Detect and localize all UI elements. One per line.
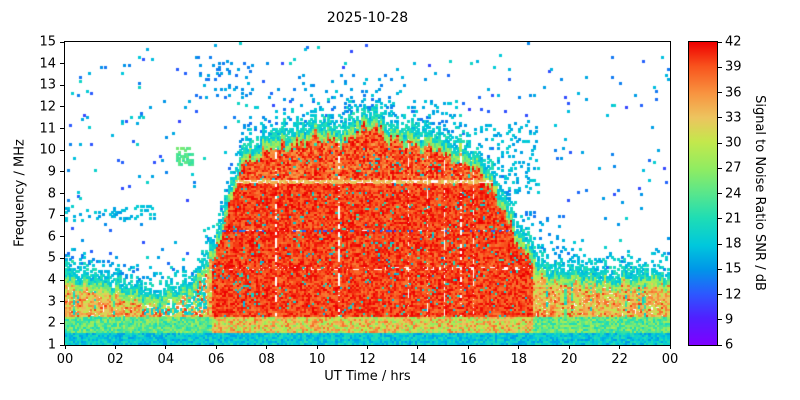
x-tick-mark <box>114 345 116 349</box>
x-tick-mark <box>417 345 419 349</box>
x-tick-label: 00 <box>56 352 74 367</box>
colorbar-tick-label: 12 <box>725 287 742 302</box>
y-tick-label: 10 <box>39 142 56 158</box>
y-tick-label: 6 <box>47 229 56 245</box>
x-tick-label: 08 <box>258 352 275 367</box>
colorbar-tick-label: 6 <box>725 337 734 353</box>
colorbar-tick-mark <box>718 344 722 346</box>
y-tick-mark <box>60 279 64 281</box>
y-tick-label: 5 <box>47 250 56 266</box>
y-tick-mark <box>60 106 64 108</box>
y-tick-label: 3 <box>47 294 56 310</box>
y-tick-mark <box>60 214 64 216</box>
colorbar-gradient <box>689 42 717 345</box>
y-tick-mark <box>60 193 64 194</box>
x-tick-label: 12 <box>359 352 376 367</box>
x-tick-label: 00 <box>661 352 679 367</box>
y-tick-label: 13 <box>39 77 56 93</box>
x-tick-mark <box>669 345 671 349</box>
y-tick-label: 9 <box>47 164 56 180</box>
y-tick-label: 8 <box>47 186 56 201</box>
colorbar-tick-label: 36 <box>725 85 742 100</box>
y-tick-mark <box>60 128 64 130</box>
y-tick-mark <box>60 63 64 65</box>
x-tick-mark <box>316 345 318 349</box>
colorbar-tick-label: 18 <box>725 236 742 252</box>
colorbar-tick-mark <box>718 167 722 169</box>
x-tick-mark <box>467 345 469 349</box>
colorbar-tick-mark <box>718 92 722 93</box>
y-tick-mark <box>60 41 64 43</box>
colorbar-tick-label: 27 <box>725 160 742 176</box>
y-tick-mark <box>60 149 64 151</box>
colorbar-tick-label: 24 <box>725 186 742 201</box>
x-tick-label: 04 <box>157 352 175 367</box>
colorbar-tick-label: 9 <box>725 312 734 328</box>
y-tick-mark <box>60 84 64 86</box>
y-tick-label: 7 <box>47 207 56 223</box>
colorbar-tick-mark <box>718 319 722 321</box>
colorbar-tick-mark <box>718 294 722 295</box>
colorbar-tick-mark <box>718 243 722 245</box>
colorbar-tick-mark <box>718 268 722 270</box>
x-tick-label: 16 <box>460 352 477 367</box>
colorbar-tick-label: 15 <box>725 261 742 277</box>
plot-area <box>64 41 671 346</box>
y-tick-mark <box>60 236 64 238</box>
colorbar-tick-label: 21 <box>725 211 742 227</box>
x-tick-mark <box>568 345 570 349</box>
colorbar-tick-mark <box>718 41 722 43</box>
colorbar-tick-mark <box>718 218 722 220</box>
y-tick-label: 2 <box>47 315 56 331</box>
chart-title: 2025-10-28 <box>326 10 409 26</box>
y-tick-label: 1 <box>47 337 56 353</box>
x-tick-label: 22 <box>611 352 628 367</box>
x-tick-mark <box>367 345 368 349</box>
y-tick-label: 14 <box>39 56 56 72</box>
colorbar-tick-mark <box>718 117 722 119</box>
y-tick-mark <box>60 171 64 173</box>
colorbar-tick-label: 39 <box>725 59 742 75</box>
x-tick-mark <box>215 345 217 349</box>
colorbar-tick-mark <box>718 66 722 68</box>
x-tick-label: 20 <box>560 352 578 367</box>
colorbar-tick-mark <box>718 193 722 194</box>
y-tick-label: 11 <box>39 121 56 137</box>
y-tick-mark <box>60 301 64 303</box>
x-tick-label: 10 <box>308 352 326 367</box>
x-axis-label: UT Time / hrs <box>324 369 411 384</box>
x-tick-mark <box>266 345 268 349</box>
colorbar-label: Signal to Noise Ratio SNR / dB <box>752 95 767 291</box>
x-tick-mark <box>165 345 167 349</box>
y-tick-mark <box>60 344 64 346</box>
x-tick-label: 02 <box>107 352 124 367</box>
colorbar-tick-mark <box>718 142 722 144</box>
y-tick-mark <box>60 257 64 259</box>
x-tick-mark <box>619 345 621 349</box>
colorbar-tick-label: 30 <box>725 135 742 151</box>
y-tick-label: 4 <box>47 272 56 288</box>
x-tick-mark <box>64 345 66 349</box>
colorbar-tick-label: 42 <box>725 34 742 50</box>
colorbar <box>688 41 718 346</box>
y-tick-mark <box>60 322 64 324</box>
x-tick-label: 18 <box>510 352 528 367</box>
colorbar-tick-label: 33 <box>725 110 742 126</box>
x-tick-label: 14 <box>409 352 427 367</box>
x-tick-label: 06 <box>207 352 225 367</box>
y-tick-label: 15 <box>39 34 56 50</box>
y-tick-label: 12 <box>39 99 56 115</box>
heatmap-canvas <box>65 42 670 345</box>
x-tick-mark <box>518 345 520 349</box>
